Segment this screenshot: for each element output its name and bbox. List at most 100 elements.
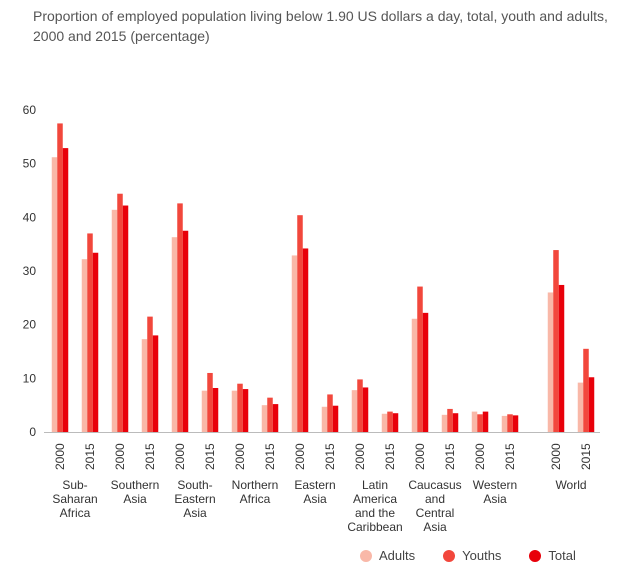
x-tick-year: 2015 (443, 443, 457, 470)
region-label-line: Eastern (174, 492, 215, 506)
bar-adults-17 (577, 382, 584, 432)
bar-total-4 (182, 230, 189, 432)
bar-youths-0 (57, 123, 63, 433)
bar-total-11 (392, 413, 399, 432)
region-label-line: Africa (60, 506, 91, 520)
x-tick-year: 2000 (53, 443, 67, 470)
bar-total-15 (512, 415, 519, 432)
region-label-line: Central (416, 506, 455, 520)
bar-adults-16 (547, 292, 554, 432)
bar-total-9 (332, 405, 339, 432)
bar-adults-8 (291, 255, 298, 432)
region-label-line: Latin (362, 478, 388, 492)
bar-total-5 (212, 387, 219, 432)
legend-item-adults: Adults (360, 548, 415, 563)
y-tick-label: 40 (23, 210, 37, 224)
x-tick-year: 2015 (83, 443, 97, 470)
x-tick-year: 2015 (323, 443, 337, 470)
bar-total-7 (272, 404, 279, 432)
x-tick-year: 2000 (413, 443, 427, 470)
x-tick-year: 2015 (143, 443, 157, 470)
bar-youths-8 (297, 215, 303, 432)
bar-adults-10 (351, 390, 358, 432)
bar-adults-6 (231, 390, 238, 432)
x-tick-year: 2015 (263, 443, 277, 470)
x-tick-year: 2000 (353, 443, 367, 470)
bar-total-0 (62, 148, 69, 432)
region-label-line: Saharan (52, 492, 97, 506)
bar-adults-5 (201, 390, 208, 432)
region-label-line: Asia (423, 520, 447, 534)
bar-youths-7 (267, 397, 273, 432)
bar-adults-2 (111, 209, 118, 432)
bar-total-1 (92, 252, 99, 432)
y-tick-label: 10 (23, 371, 37, 385)
region-label-line: South- (177, 478, 212, 492)
bar-adults-11 (381, 413, 388, 432)
bar-adults-14 (471, 411, 478, 432)
bar-youths-14 (477, 414, 483, 432)
bar-youths-15 (507, 414, 513, 432)
region-label-line: Asia (483, 492, 507, 506)
bar-total-12 (422, 312, 429, 432)
region-label-line: and (425, 492, 445, 506)
x-tick-year: 2000 (113, 443, 127, 470)
legend-swatch-total (529, 549, 542, 562)
legend-label-total: Total (548, 548, 576, 563)
x-tick-year: 2000 (233, 443, 247, 470)
y-tick-label: 30 (23, 264, 37, 278)
bar-total-8 (302, 248, 309, 432)
bar-adults-13 (441, 414, 448, 432)
region-label-line: America (353, 492, 397, 506)
region-label-line: and the (355, 506, 395, 520)
bar-youths-2 (117, 193, 123, 432)
bar-adults-0 (51, 157, 58, 432)
bar-total-14 (482, 411, 489, 432)
bar-youths-13 (447, 408, 453, 432)
legend-swatch-youths (443, 549, 456, 562)
y-tick-label: 60 (23, 103, 37, 117)
y-tick-label: 20 (23, 318, 37, 332)
bar-adults-7 (261, 405, 268, 432)
region-label-line: Southern (111, 478, 160, 492)
y-tick-label: 50 (23, 157, 37, 171)
y-tick-label: 0 (29, 425, 36, 439)
bar-youths-5 (207, 372, 213, 432)
region-label-line: Asia (183, 506, 207, 520)
x-tick-year: 2000 (473, 443, 487, 470)
bar-adults-9 (321, 406, 328, 432)
x-tick-year: 2000 (549, 443, 563, 470)
region-label-line: Africa (240, 492, 271, 506)
region-label-line: Asia (123, 492, 147, 506)
x-tick-year: 2015 (503, 443, 517, 470)
bar-youths-1 (87, 233, 93, 432)
bar-youths-17 (583, 348, 589, 432)
bar-total-16 (558, 284, 565, 432)
bar-adults-3 (141, 339, 148, 432)
x-tick-year: 2015 (383, 443, 397, 470)
bar-youths-12 (417, 286, 423, 432)
region-label-line: Eastern (294, 478, 335, 492)
bar-youths-10 (357, 379, 363, 432)
bar-youths-4 (177, 203, 183, 432)
bar-youths-11 (387, 411, 393, 432)
legend-swatch-adults (360, 549, 372, 562)
bar-total-2 (122, 205, 129, 432)
legend-item-total: Total (529, 548, 576, 563)
region-label-line: Sub- (62, 478, 87, 492)
legend: Adults Youths Total (360, 548, 576, 563)
legend-label-youths: Youths (462, 548, 502, 563)
bar-adults-1 (81, 259, 88, 432)
chart-title: Proportion of employed population living… (33, 8, 608, 44)
bar-total-6 (242, 389, 249, 432)
bar-youths-9 (327, 394, 333, 432)
bar-adults-15 (501, 415, 508, 432)
bar-youths-16 (553, 250, 559, 432)
x-tick-year: 2015 (203, 443, 217, 470)
x-tick-year: 2000 (293, 443, 307, 470)
bar-youths-3 (147, 316, 153, 432)
region-label-line: Caribbean (347, 520, 402, 534)
legend-item-youths: Youths (443, 548, 501, 563)
bar-total-3 (152, 335, 159, 432)
